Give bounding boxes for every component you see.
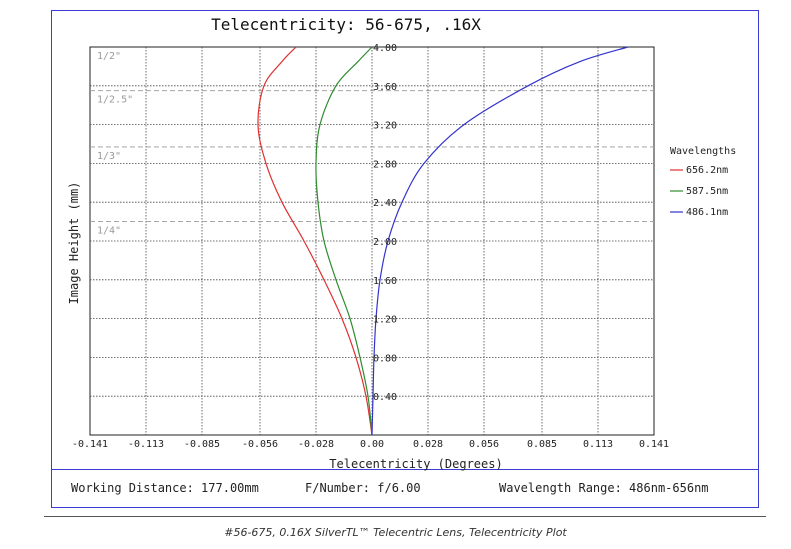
y-axis-label: Image Height (mm) (67, 182, 81, 305)
y-tick-label: 3.20 (373, 121, 397, 132)
x-tick-label: -0.113 (128, 439, 164, 450)
legend-label: 587.5nm (686, 186, 728, 197)
sensor-marker-label: 1/4" (97, 226, 121, 237)
chart-frame (51, 10, 759, 508)
x-tick-label: 0.028 (413, 439, 443, 450)
y-tick-label: 1.60 (373, 276, 397, 287)
y-tick-label: 2.00 (373, 237, 397, 248)
sensor-marker-label: 1/3" (97, 151, 121, 162)
y-tick-label: 2.80 (373, 159, 397, 170)
tick-labels: -0.141 -0.113 -0.085 -0.056 -0.028 0.00 0.028 0… (72, 43, 669, 450)
x-tick-label: 0.056 (469, 439, 499, 450)
legend-title: Wavelengths (670, 146, 736, 157)
series-line-5875nm (315, 46, 373, 436)
info-separator (51, 469, 759, 470)
x-tick-label: 0.113 (583, 439, 613, 450)
sensor-marker-label: 1/2.5" (97, 95, 133, 106)
x-tick-label: -0.141 (72, 439, 108, 450)
working-distance: Working Distance: 177.00mm (71, 481, 259, 495)
x-tick-label: -0.085 (184, 439, 220, 450)
x-tick-label: -0.056 (242, 439, 278, 450)
y-tick-label: 3.60 (373, 82, 397, 93)
y-tick-label: 4.00 (373, 43, 397, 54)
footer-divider (44, 516, 766, 517)
x-tick-label: 0.00 (360, 439, 384, 450)
x-axis-label: Telecentricity (Degrees) (329, 457, 502, 471)
sensor-markers: 1/2" 1/2.5" 1/3" 1/4" (90, 51, 654, 237)
series-line-4861nm (371, 46, 629, 436)
series-line-6562nm (257, 46, 373, 436)
x-tick-label: 0.141 (639, 439, 669, 450)
y-tick-label: 0.40 (373, 392, 397, 403)
legend-label: 486.1nm (686, 207, 728, 218)
sensor-marker-label: 1/2" (97, 51, 121, 62)
wavelength-range: Wavelength Range: 486nm-656nm (499, 481, 709, 495)
f-number: F/Number: f/6.00 (305, 481, 421, 495)
x-tick-label: -0.028 (298, 439, 334, 450)
y-tick-label: 2.40 (373, 198, 397, 209)
series-lines (257, 46, 629, 436)
y-tick-label: 1.20 (373, 315, 397, 326)
figure-caption: #56-675, 0.16X SilverTL™ Telecentric Len… (224, 526, 567, 539)
legend: Wavelengths 656.2nm 587.5nm 486.1nm (670, 146, 736, 218)
legend-label: 656.2nm (686, 165, 728, 176)
chart-title: Telecentricity: 56-675, .16X (211, 15, 481, 34)
x-tick-label: 0.085 (527, 439, 557, 450)
y-tick-label: 0.80 (373, 353, 397, 364)
grid (89, 46, 655, 436)
